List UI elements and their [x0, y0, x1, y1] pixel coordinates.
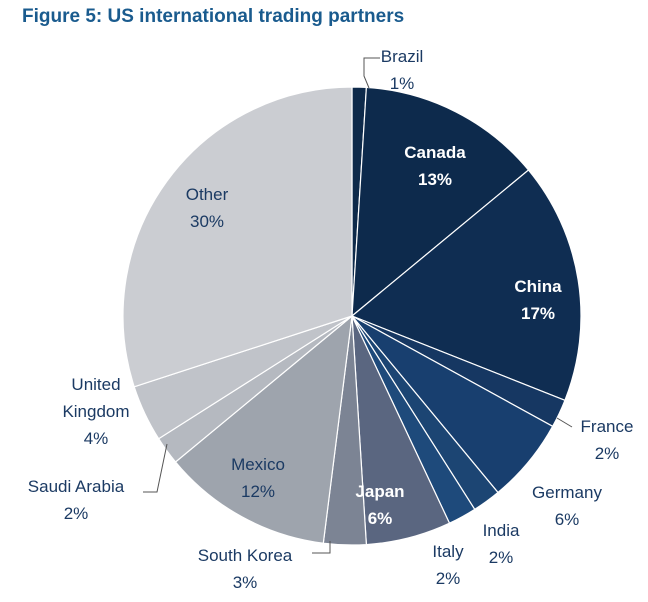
slice-label-india: India 2% [483, 521, 520, 567]
leader-line-saudi-arabia [143, 443, 168, 493]
slice-percent-germany: 6% [555, 510, 580, 529]
slice-name-france: France [581, 417, 634, 436]
slice-percent-mexico: 12% [241, 482, 275, 501]
slice-percent-south-korea: 3% [233, 573, 258, 592]
slice-label-other: Other 30% [186, 185, 229, 231]
slice-label-italy: Italy 2% [432, 542, 464, 588]
slice-percent-italy: 2% [436, 569, 461, 588]
slice-percent-other: 30% [190, 212, 224, 231]
slice-name-japan: Japan [355, 482, 404, 501]
slice-name-south-korea: South Korea [198, 546, 293, 565]
leader-line-south-korea [312, 541, 331, 554]
pie-slice-china [350, 169, 582, 402]
slice-percent-india: 2% [489, 548, 514, 567]
slice-name-mexico: Mexico [231, 455, 285, 474]
slice-name-saudi-arabia: Saudi Arabia [28, 477, 125, 496]
slice-label-united-kingdom: United Kingdom 4% [62, 375, 129, 448]
slice-percent-brazil: 1% [390, 74, 415, 93]
leader-line-brazil [363, 57, 380, 89]
slice-name-india: India [483, 521, 520, 540]
leader-line-france [556, 417, 573, 428]
pie-slice-other [122, 86, 353, 388]
slice-label-mexico: Mexico 12% [231, 455, 285, 501]
slice-name-brazil: Brazil [381, 47, 424, 66]
slice-name-united-kingdom: Kingdom [62, 402, 129, 421]
slice-label-canada: Canada 13% [404, 143, 466, 189]
slice-label-china: China 17% [514, 277, 562, 323]
slice-percent-united-kingdom: 4% [84, 429, 109, 448]
slice-label-south-korea: South Korea 3% [198, 546, 293, 592]
slice-name-united-kingdom: United [71, 375, 120, 394]
slice-name-italy: Italy [432, 542, 464, 561]
slice-name-china: China [514, 277, 562, 296]
slice-name-canada: Canada [404, 143, 466, 162]
slice-name-other: Other [186, 185, 229, 204]
slice-label-japan: Japan 6% [355, 482, 404, 528]
slice-percent-japan: 6% [368, 509, 393, 528]
chart-title: Figure 5: US international trading partn… [22, 6, 405, 27]
slice-label-france: France 2% [581, 417, 634, 463]
slice-label-brazil: Brazil 1% [381, 47, 424, 93]
pie-slice-canada [351, 86, 530, 318]
slice-label-saudi-arabia: Saudi Arabia 2% [28, 477, 125, 523]
slice-percent-china: 17% [521, 304, 555, 323]
slice-percent-france: 2% [595, 444, 620, 463]
slice-percent-saudi-arabia: 2% [64, 504, 89, 523]
slice-name-germany: Germany [532, 483, 602, 502]
slice-label-germany: Germany 6% [532, 483, 602, 529]
pie-slice-mexico [174, 314, 353, 544]
slice-percent-canada: 13% [418, 170, 452, 189]
